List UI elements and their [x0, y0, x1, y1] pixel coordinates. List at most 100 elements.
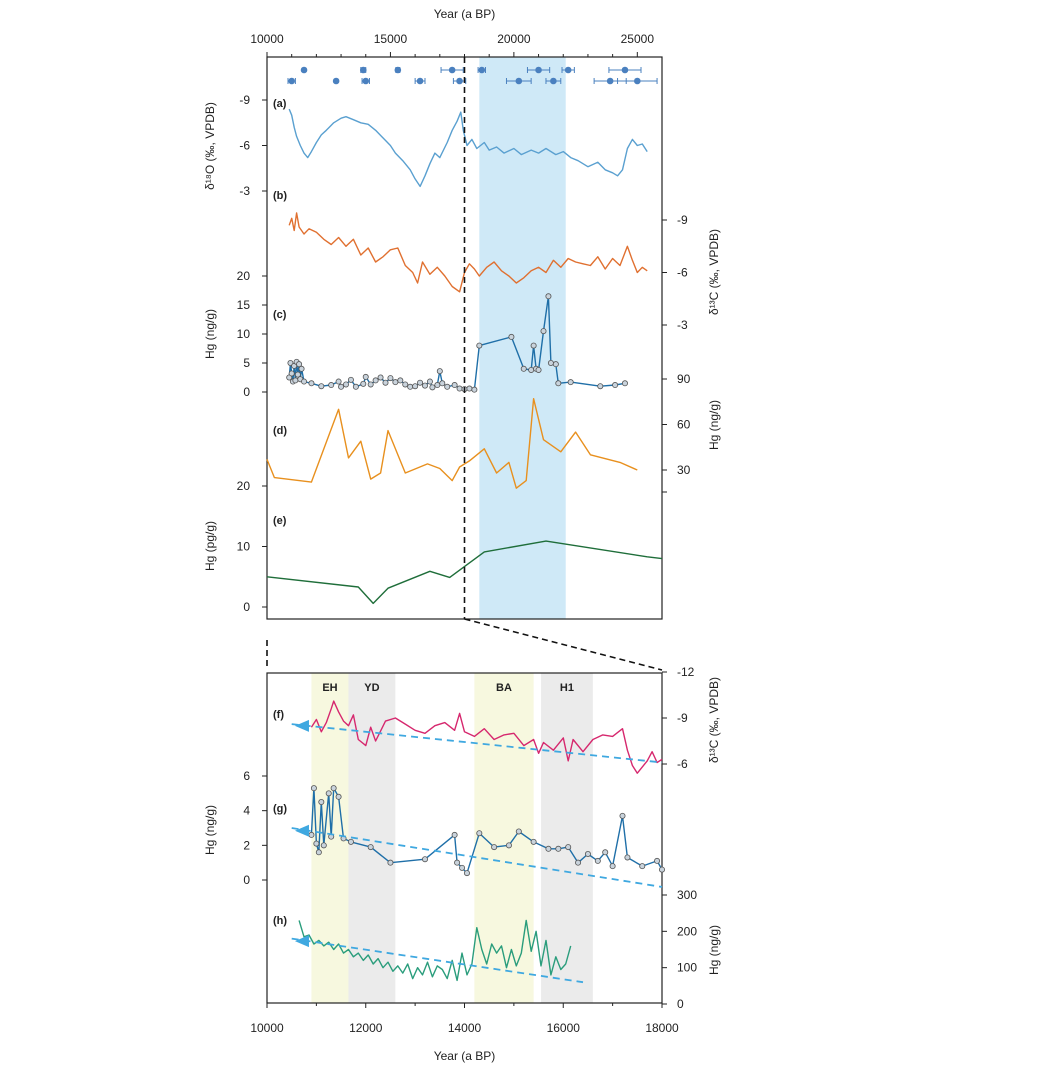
y-tick-label: -6 [239, 139, 250, 153]
y-tick-label: 4 [243, 804, 250, 818]
series-c-point [338, 383, 345, 390]
series-g-point [624, 854, 631, 861]
series-f-line [310, 700, 663, 774]
hg-c-axis-label: Hg (ng/g) [203, 309, 217, 359]
y-tick-label: 100 [677, 961, 697, 975]
series-c-point [318, 383, 325, 390]
date-point [288, 77, 295, 85]
series-c-point [360, 380, 367, 387]
series-g-point [575, 859, 582, 866]
series-c-point [367, 381, 374, 388]
series-g-point [639, 863, 646, 870]
series-c-point [451, 382, 458, 389]
series-g-point [318, 799, 325, 806]
series-c-point [342, 381, 349, 388]
series-g-point [347, 838, 354, 845]
series-g-point [530, 838, 537, 845]
series-c-point [347, 376, 354, 383]
series-c-point [417, 379, 424, 386]
y-tick-label: -12 [677, 665, 695, 679]
series-g-point [313, 840, 320, 847]
date-point [359, 66, 367, 74]
date-point [362, 77, 370, 85]
series-c-point [444, 383, 451, 390]
y-tick-label: -9 [239, 93, 250, 107]
y-tick-label: -3 [677, 318, 688, 332]
series-c-point [552, 361, 559, 368]
panel-label: (b) [273, 190, 287, 202]
y-tick-label: 10 [237, 540, 251, 554]
top-x-tick-label: 10000 [250, 32, 284, 46]
y-tick-label: -3 [239, 184, 250, 198]
series-g-point [310, 785, 317, 792]
series-c-point [402, 381, 409, 388]
date-point [478, 66, 486, 74]
series-c-point [535, 366, 542, 373]
series-g-point [505, 842, 512, 849]
date-point [394, 66, 402, 74]
series-g-point [454, 859, 461, 866]
series-c-point [555, 380, 562, 387]
y-tick-label: 5 [243, 356, 250, 370]
series-g-point [545, 845, 552, 852]
series-c-point [508, 333, 515, 340]
series-g-point [330, 785, 337, 792]
date-point [535, 66, 542, 74]
top-x-tick-label: 15000 [374, 32, 408, 46]
series-g-point [320, 842, 327, 849]
series-c-point [597, 383, 604, 390]
series-d-line [266, 398, 638, 489]
series-c-point [407, 383, 414, 390]
date-point [332, 77, 340, 85]
series-c-point [471, 386, 478, 393]
series-c-point [434, 382, 441, 389]
date-point [634, 77, 641, 85]
bottom-x-tick-label: 16000 [547, 1021, 581, 1035]
bottom-x-tick-label: 18000 [645, 1021, 679, 1035]
series-g-point [387, 859, 394, 866]
series-c-point [392, 379, 399, 386]
series-c-point [294, 371, 301, 378]
y-tick-label: -6 [677, 266, 688, 280]
d13C-axis-label: δ¹³C (‰, VPDB) [707, 229, 721, 315]
y-tick-label: 200 [677, 924, 697, 938]
y-tick-label: 30 [677, 463, 691, 477]
series-c-point [298, 365, 305, 372]
panel-label: (h) [273, 915, 287, 927]
series-e-line [266, 540, 663, 605]
series-g-point [451, 831, 458, 838]
bottom-x-tick-label: 12000 [349, 1021, 383, 1035]
panel-label: (a) [273, 98, 287, 110]
d18O-axis-label: δ¹⁸O (‰, VPDB) [203, 102, 217, 190]
series-g-point [367, 844, 374, 851]
series-c-point [296, 361, 303, 368]
zone-label: YD [364, 682, 379, 694]
hg-e-axis-label: Hg (pg/g) [203, 521, 217, 571]
y-tick-label: 10 [237, 327, 251, 341]
series-c-point [612, 382, 619, 389]
series-c-point [352, 383, 359, 390]
y-tick-label: 0 [243, 600, 250, 614]
panel-label: (g) [273, 803, 287, 815]
series-g-point [565, 844, 572, 851]
bottom-hg-h-axis-label: Hg (ng/g) [707, 925, 721, 975]
date-point [448, 66, 456, 74]
series-c-point [301, 378, 308, 385]
series-g-point [602, 849, 609, 856]
series-g-point [315, 849, 322, 856]
series-c-point [429, 384, 436, 391]
series-g-point [335, 793, 342, 800]
trend-arrow-icon [294, 824, 309, 837]
date-point [621, 66, 629, 74]
series-c-point [387, 375, 394, 382]
y-tick-label: 0 [243, 385, 250, 399]
series-c-point [397, 377, 404, 384]
y-tick-label: 0 [243, 873, 250, 887]
y-tick-label: 60 [677, 418, 691, 432]
panel-label: (f) [273, 709, 284, 721]
series-g-point [421, 856, 428, 863]
shaded-interval [479, 57, 566, 619]
series-c-point [466, 385, 473, 392]
date-point [416, 77, 424, 85]
series-g-point [308, 831, 315, 838]
